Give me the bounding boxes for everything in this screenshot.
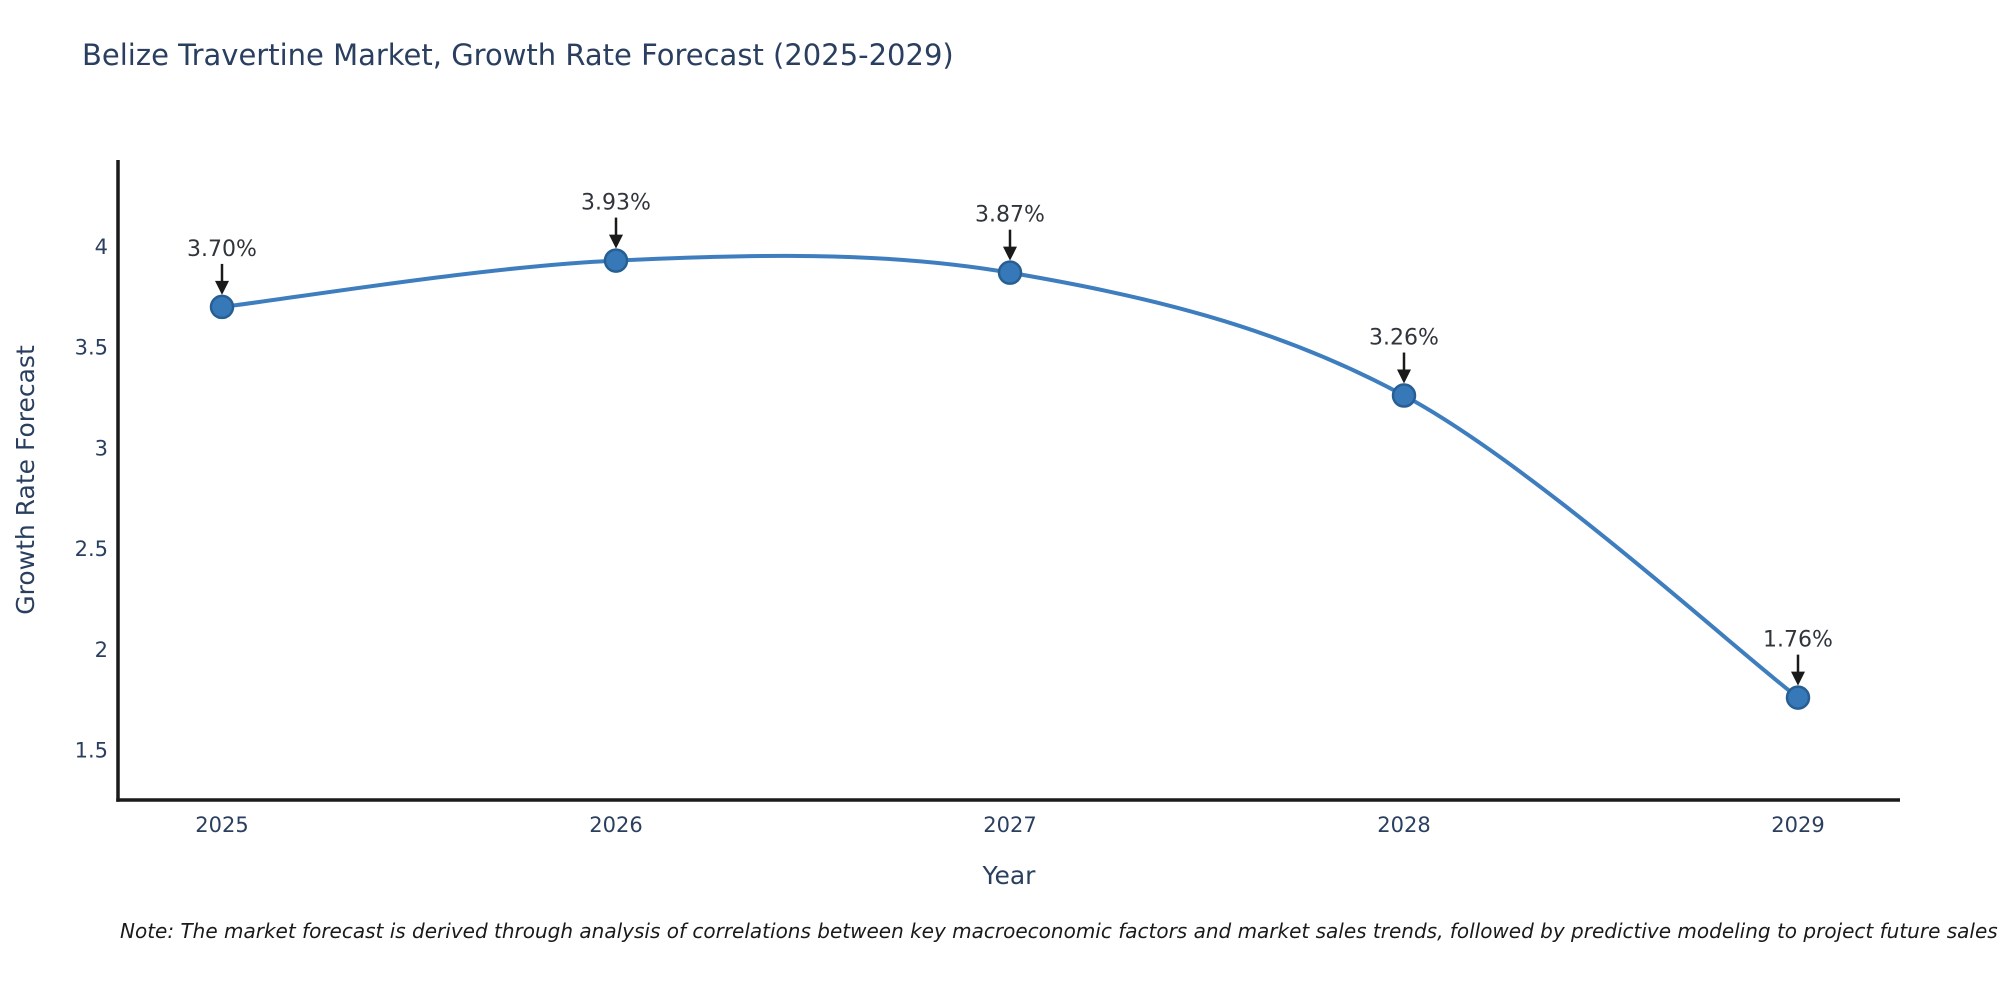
plot-area: 1.5 2 2.5 3 3.5 4 2025 2026 2027 2028 2029 3.70% 3.9… bbox=[75, 191, 1833, 837]
x-tick-label: 2026 bbox=[589, 813, 642, 837]
y-tick-label: 2.5 bbox=[75, 537, 108, 561]
y-tick-label: 4 bbox=[95, 235, 108, 259]
y-tick-label: 3.5 bbox=[75, 336, 108, 360]
point-label: 1.76% bbox=[1763, 628, 1833, 653]
point-label: 3.70% bbox=[187, 237, 257, 262]
data-point-marker bbox=[1785, 685, 1811, 710]
series-line bbox=[220, 253, 1800, 700]
y-tick-label: 3 bbox=[95, 436, 108, 460]
chart-title: Belize Travertine Market, Growth Rate Fo… bbox=[82, 38, 954, 72]
annotation-arrowhead-icon bbox=[609, 234, 623, 249]
point-label: 3.26% bbox=[1369, 326, 1439, 351]
y-tick-label: 2 bbox=[95, 638, 108, 662]
y-axis-title: Growth Rate Forecast bbox=[11, 345, 40, 615]
x-axis-title: Year bbox=[982, 861, 1037, 890]
data-point-marker bbox=[997, 260, 1023, 285]
data-point-marker bbox=[209, 294, 235, 320]
x-tick-label: 2028 bbox=[1377, 813, 1430, 837]
data-point-marker bbox=[1391, 383, 1417, 408]
point-label: 3.93% bbox=[581, 191, 651, 216]
x-tick-label: 2027 bbox=[983, 813, 1036, 837]
point-label: 3.87% bbox=[975, 203, 1045, 228]
annotation-arrowhead-icon bbox=[1791, 671, 1805, 686]
x-tick-label: 2025 bbox=[195, 813, 248, 837]
footnote: Note: The market forecast is derived thr… bbox=[120, 919, 1998, 943]
annotation-arrowhead-icon bbox=[1397, 369, 1411, 384]
data-point-marker bbox=[603, 248, 629, 273]
annotation-arrowhead-icon bbox=[215, 280, 229, 295]
annotation-arrowhead-icon bbox=[1003, 246, 1017, 261]
x-tick-label: 2029 bbox=[1771, 813, 1824, 837]
y-tick-label: 1.5 bbox=[75, 739, 108, 763]
